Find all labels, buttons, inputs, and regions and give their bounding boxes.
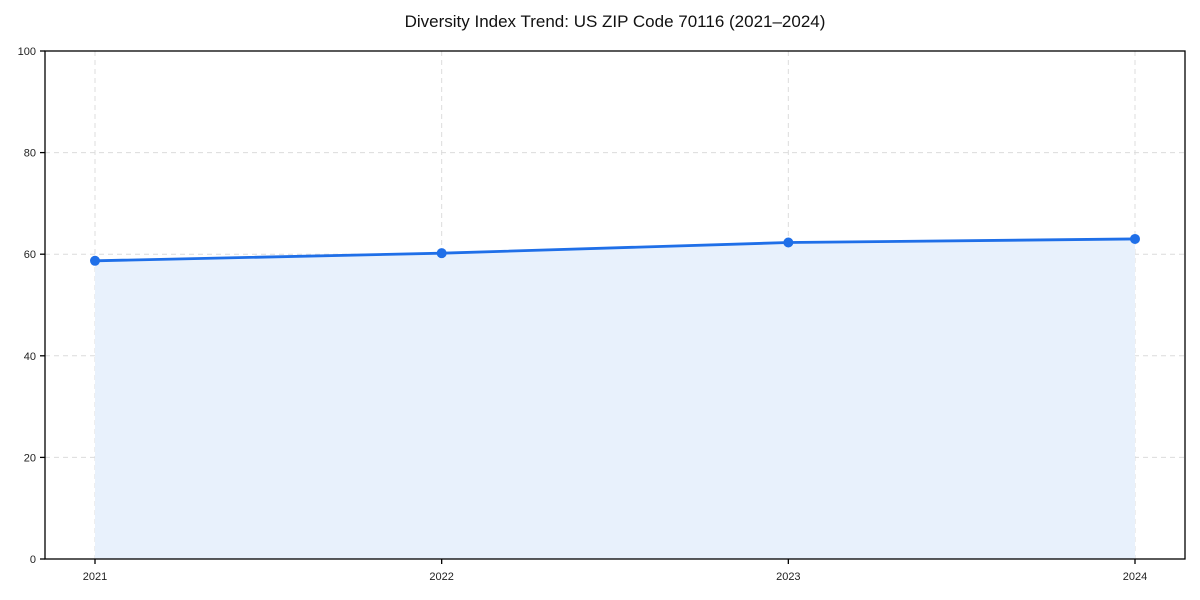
area-fill [95, 238, 1135, 559]
series-line [93, 237, 1137, 263]
data-point-marker [1130, 233, 1140, 244]
y-tick-label: 40 [24, 351, 36, 363]
axis-layer [40, 50, 1186, 564]
y-tick-label: 100 [18, 46, 36, 58]
label-layer: 0 20 40 60 80 100 2021 2022 2023 2024 [18, 46, 1148, 583]
x-tick-label: 2024 [1123, 571, 1147, 583]
line-layer [93, 237, 1137, 263]
y-tick-label: 20 [24, 452, 36, 464]
data-point-marker [436, 248, 447, 259]
area-layer [95, 238, 1135, 559]
x-tick-label: 2021 [83, 571, 107, 583]
x-tick-label: 2022 [429, 571, 453, 583]
data-point-marker [90, 255, 100, 266]
plot-border [44, 50, 1186, 560]
y-tick-label: 60 [24, 249, 36, 261]
y-tick-label: 80 [24, 148, 36, 160]
y-tick-label: 0 [30, 554, 36, 566]
data-point-marker [783, 237, 794, 248]
x-tick-label: 2023 [776, 571, 800, 583]
chart-title: Diversity Index Trend: US ZIP Code 70116… [404, 12, 826, 31]
marker-layer [90, 233, 1140, 266]
